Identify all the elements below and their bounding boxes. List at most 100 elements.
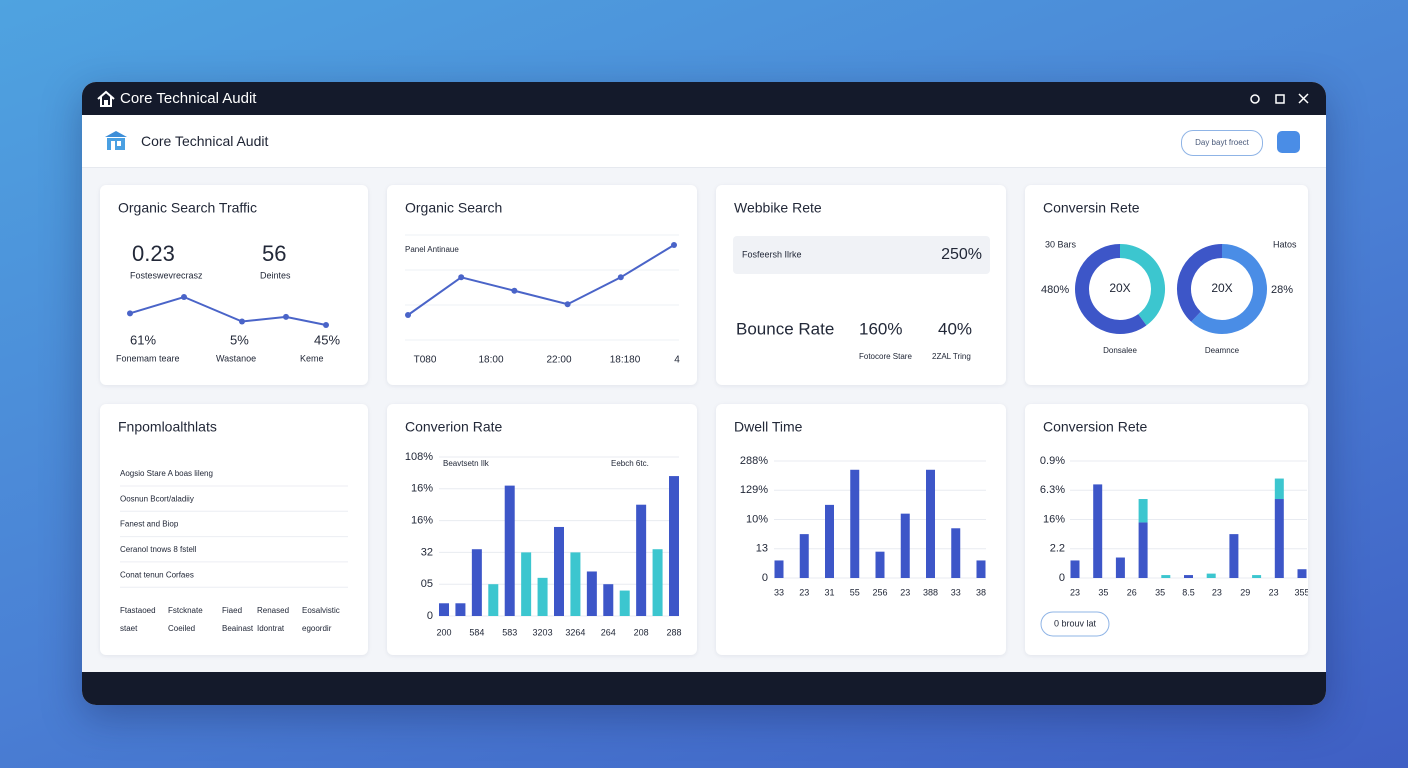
card-canvas: Fnpomloalthlats Aogsio Stare A boas lilen… <box>118 419 348 633</box>
metric-value: 40% <box>938 319 972 338</box>
bar <box>799 534 809 578</box>
donut-label: 30 Bars <box>1045 239 1077 249</box>
bar <box>774 560 784 578</box>
table-cell: Eosalvistic <box>302 606 340 615</box>
pill-button[interactable] <box>1040 611 1110 637</box>
footer-value: 5% <box>230 332 249 347</box>
bar <box>1252 575 1262 578</box>
bar <box>570 552 581 616</box>
legend: Eebch 6tc. <box>611 459 649 468</box>
bar <box>1115 557 1125 578</box>
x-label: 18:00 <box>478 355 503 366</box>
footer-bar <box>82 672 1326 705</box>
line-point <box>617 274 624 281</box>
x-label: 288 <box>666 627 681 637</box>
card-canvas: Converion Rate 108% 16% 16% 32 05 0 Beavtsetn I… <box>405 419 682 638</box>
y-tick-label: 0 <box>1059 572 1065 584</box>
bar <box>488 584 499 616</box>
x-label: 3264 <box>565 627 585 637</box>
table-cell: Fiaed <box>222 606 242 615</box>
card: Conversion Rete 0.9% 6.3% 16% 2.2 0 23 35 26 35 8.… <box>1025 404 1308 655</box>
bar <box>1093 484 1103 578</box>
bar <box>875 551 885 578</box>
title-bar: Core Technical Audit <box>82 82 1326 115</box>
table-cell: Fstcknate <box>168 606 203 615</box>
y-tick-label: 0 <box>762 572 768 584</box>
y-tick-label: 16% <box>1043 513 1065 525</box>
x-label: 55 <box>850 587 860 597</box>
card: Organic Search Traffic 0.23 Fosteswevrecra… <box>100 185 368 385</box>
action-button[interactable] <box>1277 131 1300 153</box>
y-tick-label: 129% <box>740 484 768 496</box>
y-tick-label: 16% <box>411 515 433 527</box>
bar <box>1161 575 1171 578</box>
header-button[interactable]: Day bayt froect <box>1181 130 1263 156</box>
x-label: 264 <box>601 627 616 637</box>
bar <box>471 549 482 616</box>
bar <box>439 603 449 616</box>
card-title: Conversion Rete <box>1043 419 1147 435</box>
bar <box>1184 575 1193 578</box>
list-item: Conat tenun Corfaes <box>120 570 194 579</box>
donut-label: 28% <box>1271 284 1293 296</box>
line-point <box>323 322 329 328</box>
logo-icon <box>105 131 127 150</box>
x-label: T080 <box>414 355 437 366</box>
x-label: 35 <box>1155 587 1165 597</box>
bar <box>504 485 515 616</box>
x-label: 8.5 <box>1182 587 1195 597</box>
y-tick-label: 16% <box>411 483 433 495</box>
card: Webbike Rete Fosfeersh Ilrke 250% Bounce Ra… <box>716 185 1006 385</box>
x-label: 23 <box>1269 587 1279 597</box>
x-label: 584 <box>469 627 484 637</box>
donut-caption: Deamnce <box>1205 346 1240 355</box>
bar <box>850 469 860 578</box>
x-label: 200 <box>436 627 451 637</box>
bar <box>652 549 663 616</box>
footer-value: 61% <box>130 332 156 347</box>
list-item: Aogsio Stare A boas lileng <box>120 469 213 478</box>
x-label: 3203 <box>533 627 553 637</box>
x-label: 26 <box>1127 587 1137 597</box>
bar <box>669 476 679 616</box>
footer-label: Fonemam teare <box>116 353 180 363</box>
header: Core Technical Audit Day bayt froect <box>82 115 1326 168</box>
card-canvas: Organic Search Panel Antinaue T080 18:00 22:… <box>405 200 680 366</box>
card: Conversin Rete 20X 30 Bars 480% Donsalee 20X H… <box>1025 185 1308 385</box>
footer-label: Wastanoe <box>216 353 256 363</box>
x-label: 29 <box>1240 587 1250 597</box>
donut-segment <box>1119 244 1165 326</box>
x-label: 256 <box>872 587 887 597</box>
bar <box>1297 569 1307 578</box>
donut-center: 20X <box>1211 281 1232 295</box>
line-point <box>458 274 465 281</box>
card-title: Converion Rate <box>405 419 502 435</box>
bar <box>636 504 647 616</box>
table-cell: egoordir <box>302 624 332 633</box>
pill-button-label: 0 brouv lat <box>1054 618 1097 628</box>
bar <box>825 504 834 578</box>
x-label: 208 <box>634 627 649 637</box>
footer-value: 45% <box>314 332 340 347</box>
line-point <box>239 318 245 325</box>
line-point <box>181 294 187 300</box>
card-canvas: Dwell Time 288% 129% 10% 13 0 33 23 31 55 256 23 388… <box>734 419 986 598</box>
bar <box>1138 499 1148 523</box>
x-label: 35 <box>1098 587 1108 597</box>
x-label: 355 <box>1294 587 1308 597</box>
x-label: 18:180 <box>610 355 641 366</box>
x-label: 38 <box>976 587 986 597</box>
card-title: Conversin Rete <box>1043 200 1140 216</box>
bar <box>1070 560 1080 578</box>
x-label: 23 <box>799 587 809 597</box>
donut-label: Hatos <box>1273 239 1297 249</box>
window-controls[interactable] <box>1246 89 1316 109</box>
metric-row <box>733 236 990 274</box>
line-point <box>405 312 411 318</box>
x-label: 23 <box>900 587 910 597</box>
stat-value: 0.23 <box>132 241 175 266</box>
table-cell: Beainast <box>222 624 254 633</box>
line-point <box>127 310 133 317</box>
bar <box>1138 522 1148 578</box>
bar <box>951 528 961 578</box>
